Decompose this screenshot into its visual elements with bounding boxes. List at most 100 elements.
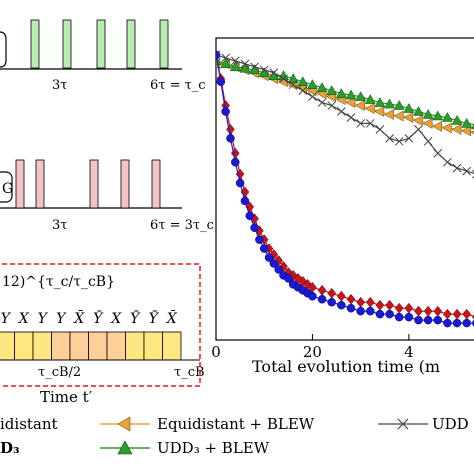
data-point xyxy=(346,113,356,122)
pulse-1 xyxy=(35,159,45,209)
block-3 xyxy=(51,331,71,361)
tick-label-6tau: 6τ = 3τ_c xyxy=(150,218,214,233)
legend-label-equidistant: idistant xyxy=(0,415,58,433)
plot-series xyxy=(216,49,474,328)
time-axis-label: Time t′ xyxy=(40,388,93,406)
data-point xyxy=(443,157,452,167)
data-point xyxy=(240,196,250,206)
pulse-2 xyxy=(89,159,99,209)
data-point xyxy=(365,119,375,128)
data-point xyxy=(462,318,471,328)
data-point xyxy=(250,223,259,232)
data-point xyxy=(327,101,337,110)
block-0 xyxy=(0,331,15,361)
block-7 xyxy=(125,331,145,361)
data-point xyxy=(335,88,347,98)
plot-frame xyxy=(215,37,474,341)
data-point xyxy=(355,91,367,101)
data-point xyxy=(393,100,405,110)
data-point xyxy=(337,300,346,310)
data-point xyxy=(385,133,394,143)
data-point xyxy=(235,178,245,188)
x-tick-label: 0 xyxy=(211,343,221,361)
pulse-1 xyxy=(62,19,72,69)
data-point xyxy=(432,120,443,132)
data-point xyxy=(461,125,471,137)
data-point xyxy=(404,133,414,143)
data-point xyxy=(413,106,424,116)
tick-label-6tau: 6τ = τ_c xyxy=(150,78,206,93)
x-tick-label: 20 xyxy=(303,343,322,361)
data-point xyxy=(384,98,395,109)
data-point xyxy=(451,114,463,125)
data-point xyxy=(412,115,423,126)
pulse-letter-2: Y xyxy=(38,311,49,327)
data-point xyxy=(216,77,226,86)
data-point xyxy=(284,274,293,283)
data-point xyxy=(259,244,269,253)
block-9 xyxy=(162,331,182,361)
data-point xyxy=(345,97,356,109)
data-point xyxy=(240,59,250,69)
data-point xyxy=(423,136,433,146)
pulse-letter-1: X xyxy=(18,311,30,327)
tick-label-3tau: 3τ xyxy=(52,78,67,93)
data-point xyxy=(393,110,404,122)
data-point xyxy=(422,108,434,119)
data-point xyxy=(403,103,415,113)
data-point xyxy=(317,98,327,107)
label-box xyxy=(0,171,13,203)
data-point xyxy=(364,103,375,114)
data-point xyxy=(287,73,299,83)
data-point xyxy=(245,211,254,221)
legend-marker-udd3-blew xyxy=(100,440,150,455)
data-point xyxy=(220,58,232,69)
data-point xyxy=(346,303,356,313)
pulse-2 xyxy=(96,19,106,69)
block-row xyxy=(0,331,200,361)
pulse-letter-8: Ȳ xyxy=(149,309,160,327)
data-point xyxy=(432,110,444,121)
data-point xyxy=(230,56,240,66)
data-point xyxy=(441,122,452,134)
pulse-3 xyxy=(126,19,136,69)
data-point xyxy=(264,253,274,262)
pulse-0 xyxy=(15,159,25,209)
data-point xyxy=(423,315,433,325)
data-point xyxy=(375,125,385,134)
data-point xyxy=(274,265,283,274)
data-point xyxy=(433,148,443,158)
pulse-letter-5: Ȳ xyxy=(93,309,104,327)
data-point xyxy=(462,166,472,176)
data-point xyxy=(442,111,453,122)
data-point xyxy=(403,112,414,123)
pulse-sequence-top: 3τ 6τ = τ_c xyxy=(0,19,206,93)
box-label: G xyxy=(2,181,13,197)
block-2 xyxy=(32,331,52,361)
data-point xyxy=(239,62,251,73)
data-point xyxy=(470,130,474,135)
pulse-sequence-middle: G 3τ 6τ = 3τ_c xyxy=(0,159,214,233)
legend: idistant Equidistant + BLEW UDD D₃ UDD₃ … xyxy=(0,415,469,457)
pulse-4 xyxy=(159,19,169,69)
dashed-box xyxy=(0,263,201,387)
data-point xyxy=(414,125,423,134)
data-point xyxy=(414,315,423,325)
mid-time-label: τ_cB/2 xyxy=(38,365,81,380)
data-point xyxy=(375,309,385,319)
tick-label-3tau: 3τ xyxy=(52,218,67,233)
data-point xyxy=(364,94,376,104)
data-point xyxy=(279,74,288,84)
pulse-letter-7: Ȳ xyxy=(130,309,141,327)
data-point xyxy=(259,65,269,75)
data-point xyxy=(374,97,386,107)
pulse-0 xyxy=(30,19,40,69)
data-point xyxy=(307,79,318,89)
legend-label-equidistant-blew: Equidistant + BLEW xyxy=(157,415,315,433)
data-point xyxy=(216,50,221,60)
data-point xyxy=(317,295,327,304)
block-8 xyxy=(143,331,163,361)
data-point xyxy=(385,309,394,319)
pulse-group xyxy=(30,19,169,69)
data-point xyxy=(404,312,414,322)
